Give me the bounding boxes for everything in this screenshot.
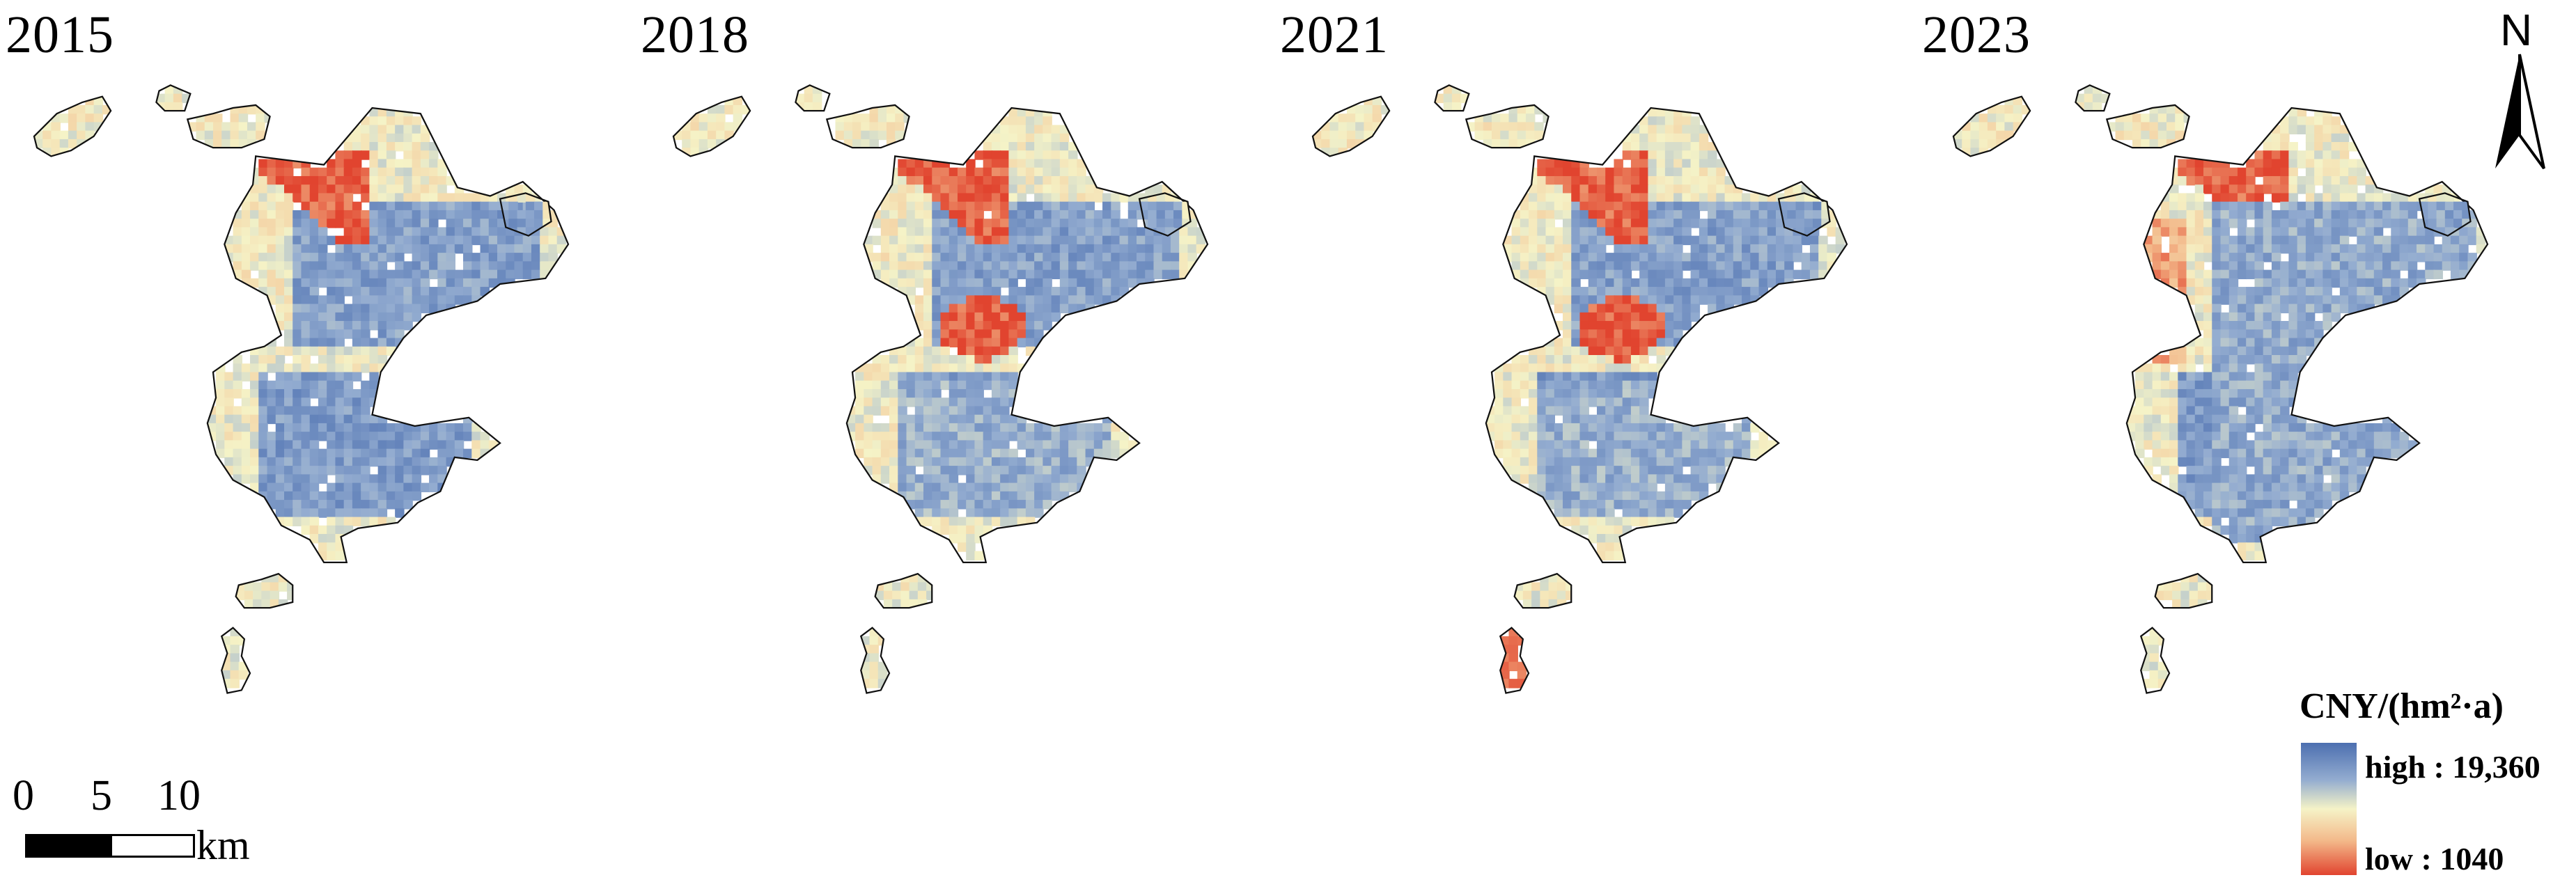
northwest-islet-outline (672, 95, 751, 157)
scale-tick-5: 5 (91, 772, 112, 819)
north-arrow: N (2485, 4, 2561, 171)
scale-bar-black (25, 834, 111, 858)
north-islet-outline (2075, 84, 2111, 112)
scale-unit: km (196, 822, 250, 868)
legend: CNY/(hm²·a) high : 19,360 low : 1040 (2291, 686, 2570, 884)
scale-tick-10: 10 (157, 772, 201, 819)
map-panel-2023 (1952, 84, 2489, 694)
northwest-islet (1312, 96, 1390, 157)
south-islet-outline (235, 572, 294, 609)
north-islet-outline (1434, 84, 1470, 112)
main-island (1485, 108, 1845, 560)
legend-title: CNY/(hm²·a) (2300, 686, 2504, 726)
scale-tick-0: 0 (13, 772, 34, 819)
year-label-2021: 2021 (1280, 6, 1389, 64)
far-south-islet-outline (220, 627, 251, 694)
south-islet-outline (874, 572, 933, 609)
north-islet-outline (155, 84, 192, 112)
far-south-islet-outline (2139, 627, 2171, 694)
legend-low-label: low : 1040 (2365, 841, 2504, 876)
north-island-outline (825, 104, 910, 149)
east-islet (2419, 193, 2471, 236)
year-label-2018: 2018 (641, 6, 749, 64)
north-island-outline (2105, 104, 2190, 149)
year-label-2023: 2023 (1922, 6, 2031, 64)
scale-bar-white (110, 834, 195, 858)
map-panel-2021 (1311, 84, 1848, 694)
north-island (835, 104, 910, 148)
north-islet (156, 85, 191, 111)
northwest-islet-outline (1952, 95, 2031, 157)
south-islet-outline (2154, 572, 2213, 609)
north-arrow-icon (2495, 54, 2545, 170)
legend-high-label: high : 19,360 (2365, 749, 2540, 785)
south-islet (235, 574, 293, 608)
main-island (846, 108, 1206, 560)
far-south-islet-outline (859, 627, 891, 694)
scale-bar: 0 5 10 km (13, 774, 263, 879)
south-islet-outline (1513, 572, 1572, 609)
main-island (207, 108, 567, 560)
legend-color-ramp (2301, 743, 2357, 875)
main-island-outline (1485, 107, 1848, 563)
north-island-outline (186, 104, 271, 149)
east-islet-outline (1138, 192, 1192, 237)
north-islet (1435, 85, 1469, 111)
northwest-islet-outline (33, 95, 112, 157)
main-island-outline (206, 107, 570, 563)
north-islet-outline (795, 84, 831, 112)
main-island-outline (2125, 107, 2489, 563)
map-panel-2015 (33, 84, 570, 694)
north-island (1466, 104, 1549, 148)
east-islet-outline (2418, 192, 2472, 237)
map-panel-2018 (672, 84, 1209, 694)
far-south-islet-outline (1499, 627, 1530, 694)
north-label: N (2500, 5, 2533, 55)
northwest-islet-outline (1311, 95, 1391, 157)
year-label-2015: 2015 (6, 6, 114, 64)
east-islet-outline (1777, 192, 1831, 237)
main-island (2126, 108, 2486, 560)
main-island-outline (845, 107, 1209, 563)
north-island (187, 104, 270, 148)
north-island-outline (1465, 104, 1549, 149)
east-islet-outline (499, 192, 552, 237)
